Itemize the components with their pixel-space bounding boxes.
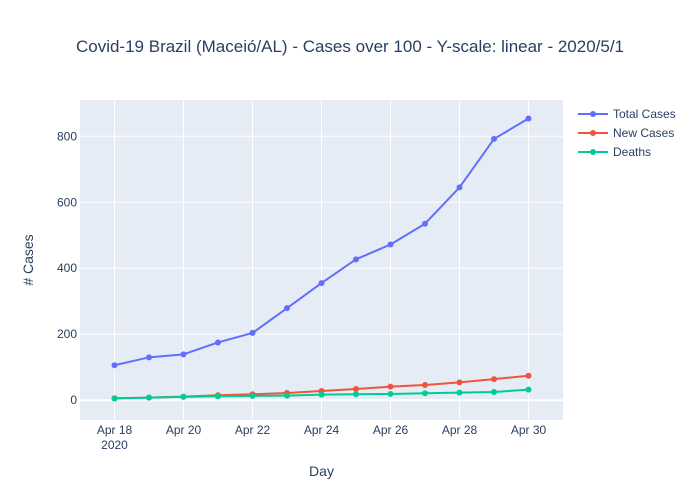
legend-marker-new-cases	[590, 130, 596, 136]
x-tick-label: Apr 24	[304, 423, 340, 437]
data-point-new-cases	[387, 383, 394, 390]
data-point-deaths	[456, 389, 463, 396]
legend-label: Total Cases	[613, 107, 676, 121]
data-point-deaths	[146, 394, 152, 401]
legend-label: Deaths	[613, 145, 651, 159]
legend-item-deaths[interactable]: Deaths	[578, 145, 651, 159]
data-point-new-cases	[422, 382, 428, 389]
data-point-total-cases	[180, 351, 187, 358]
data-point-total-cases	[422, 220, 428, 227]
legend-item-new-cases[interactable]: New Cases	[578, 126, 674, 140]
data-point-total-cases	[249, 329, 256, 336]
y-axis-title: # Cases	[20, 234, 36, 285]
data-point-total-cases	[284, 305, 290, 312]
data-point-deaths	[353, 391, 359, 398]
y-tick-label: 0	[70, 393, 77, 407]
data-point-total-cases	[146, 354, 152, 361]
legend[interactable]: Total Cases New Cases Deaths	[578, 107, 676, 159]
data-point-deaths	[215, 393, 221, 400]
series-layer	[111, 115, 532, 402]
data-point-deaths	[525, 386, 532, 393]
data-point-total-cases	[353, 256, 359, 263]
series-deaths	[111, 386, 532, 402]
data-point-total-cases	[215, 339, 221, 346]
data-point-deaths	[387, 390, 394, 397]
data-point-deaths	[284, 392, 290, 399]
x-tick-label: Apr 28	[442, 423, 478, 437]
data-point-new-cases	[525, 372, 532, 379]
data-point-deaths	[422, 390, 428, 397]
x-axis-title: Day	[309, 463, 334, 479]
data-point-total-cases	[387, 241, 394, 248]
y-tick-label: 600	[57, 195, 77, 209]
data-point-new-cases	[353, 385, 359, 392]
data-point-deaths	[111, 395, 118, 402]
data-point-deaths	[491, 388, 497, 395]
legend-item-total-cases[interactable]: Total Cases	[578, 107, 676, 121]
data-point-total-cases	[111, 362, 118, 369]
data-point-deaths	[180, 393, 187, 400]
x-tick-label: Apr 20	[166, 423, 202, 437]
legend-marker-deaths	[590, 149, 596, 155]
x-tick-label: Apr 30	[511, 423, 547, 437]
x-tick-label: Apr 22	[235, 423, 271, 437]
x-tick-sublabel: 2020	[101, 438, 128, 452]
data-point-total-cases	[525, 115, 532, 122]
y-tick-label: 200	[57, 327, 77, 341]
x-tick-label: Apr 18	[97, 423, 133, 437]
chart-title: Covid-19 Brazil (Maceió/AL) - Cases over…	[76, 37, 624, 56]
x-tick-label: Apr 26	[373, 423, 409, 437]
data-point-deaths	[249, 392, 256, 399]
legend-marker-total-cases	[590, 111, 596, 117]
legend-label: New Cases	[613, 126, 674, 140]
y-tick-label: 800	[57, 129, 77, 143]
data-point-total-cases	[318, 280, 325, 287]
y-tick-label: 400	[57, 261, 77, 275]
data-point-total-cases	[456, 184, 463, 191]
series-total-cases	[111, 115, 532, 369]
grid-lines	[80, 100, 563, 420]
data-point-new-cases	[456, 379, 463, 386]
data-point-new-cases	[491, 376, 497, 383]
data-point-total-cases	[491, 135, 497, 142]
data-point-deaths	[318, 391, 325, 398]
